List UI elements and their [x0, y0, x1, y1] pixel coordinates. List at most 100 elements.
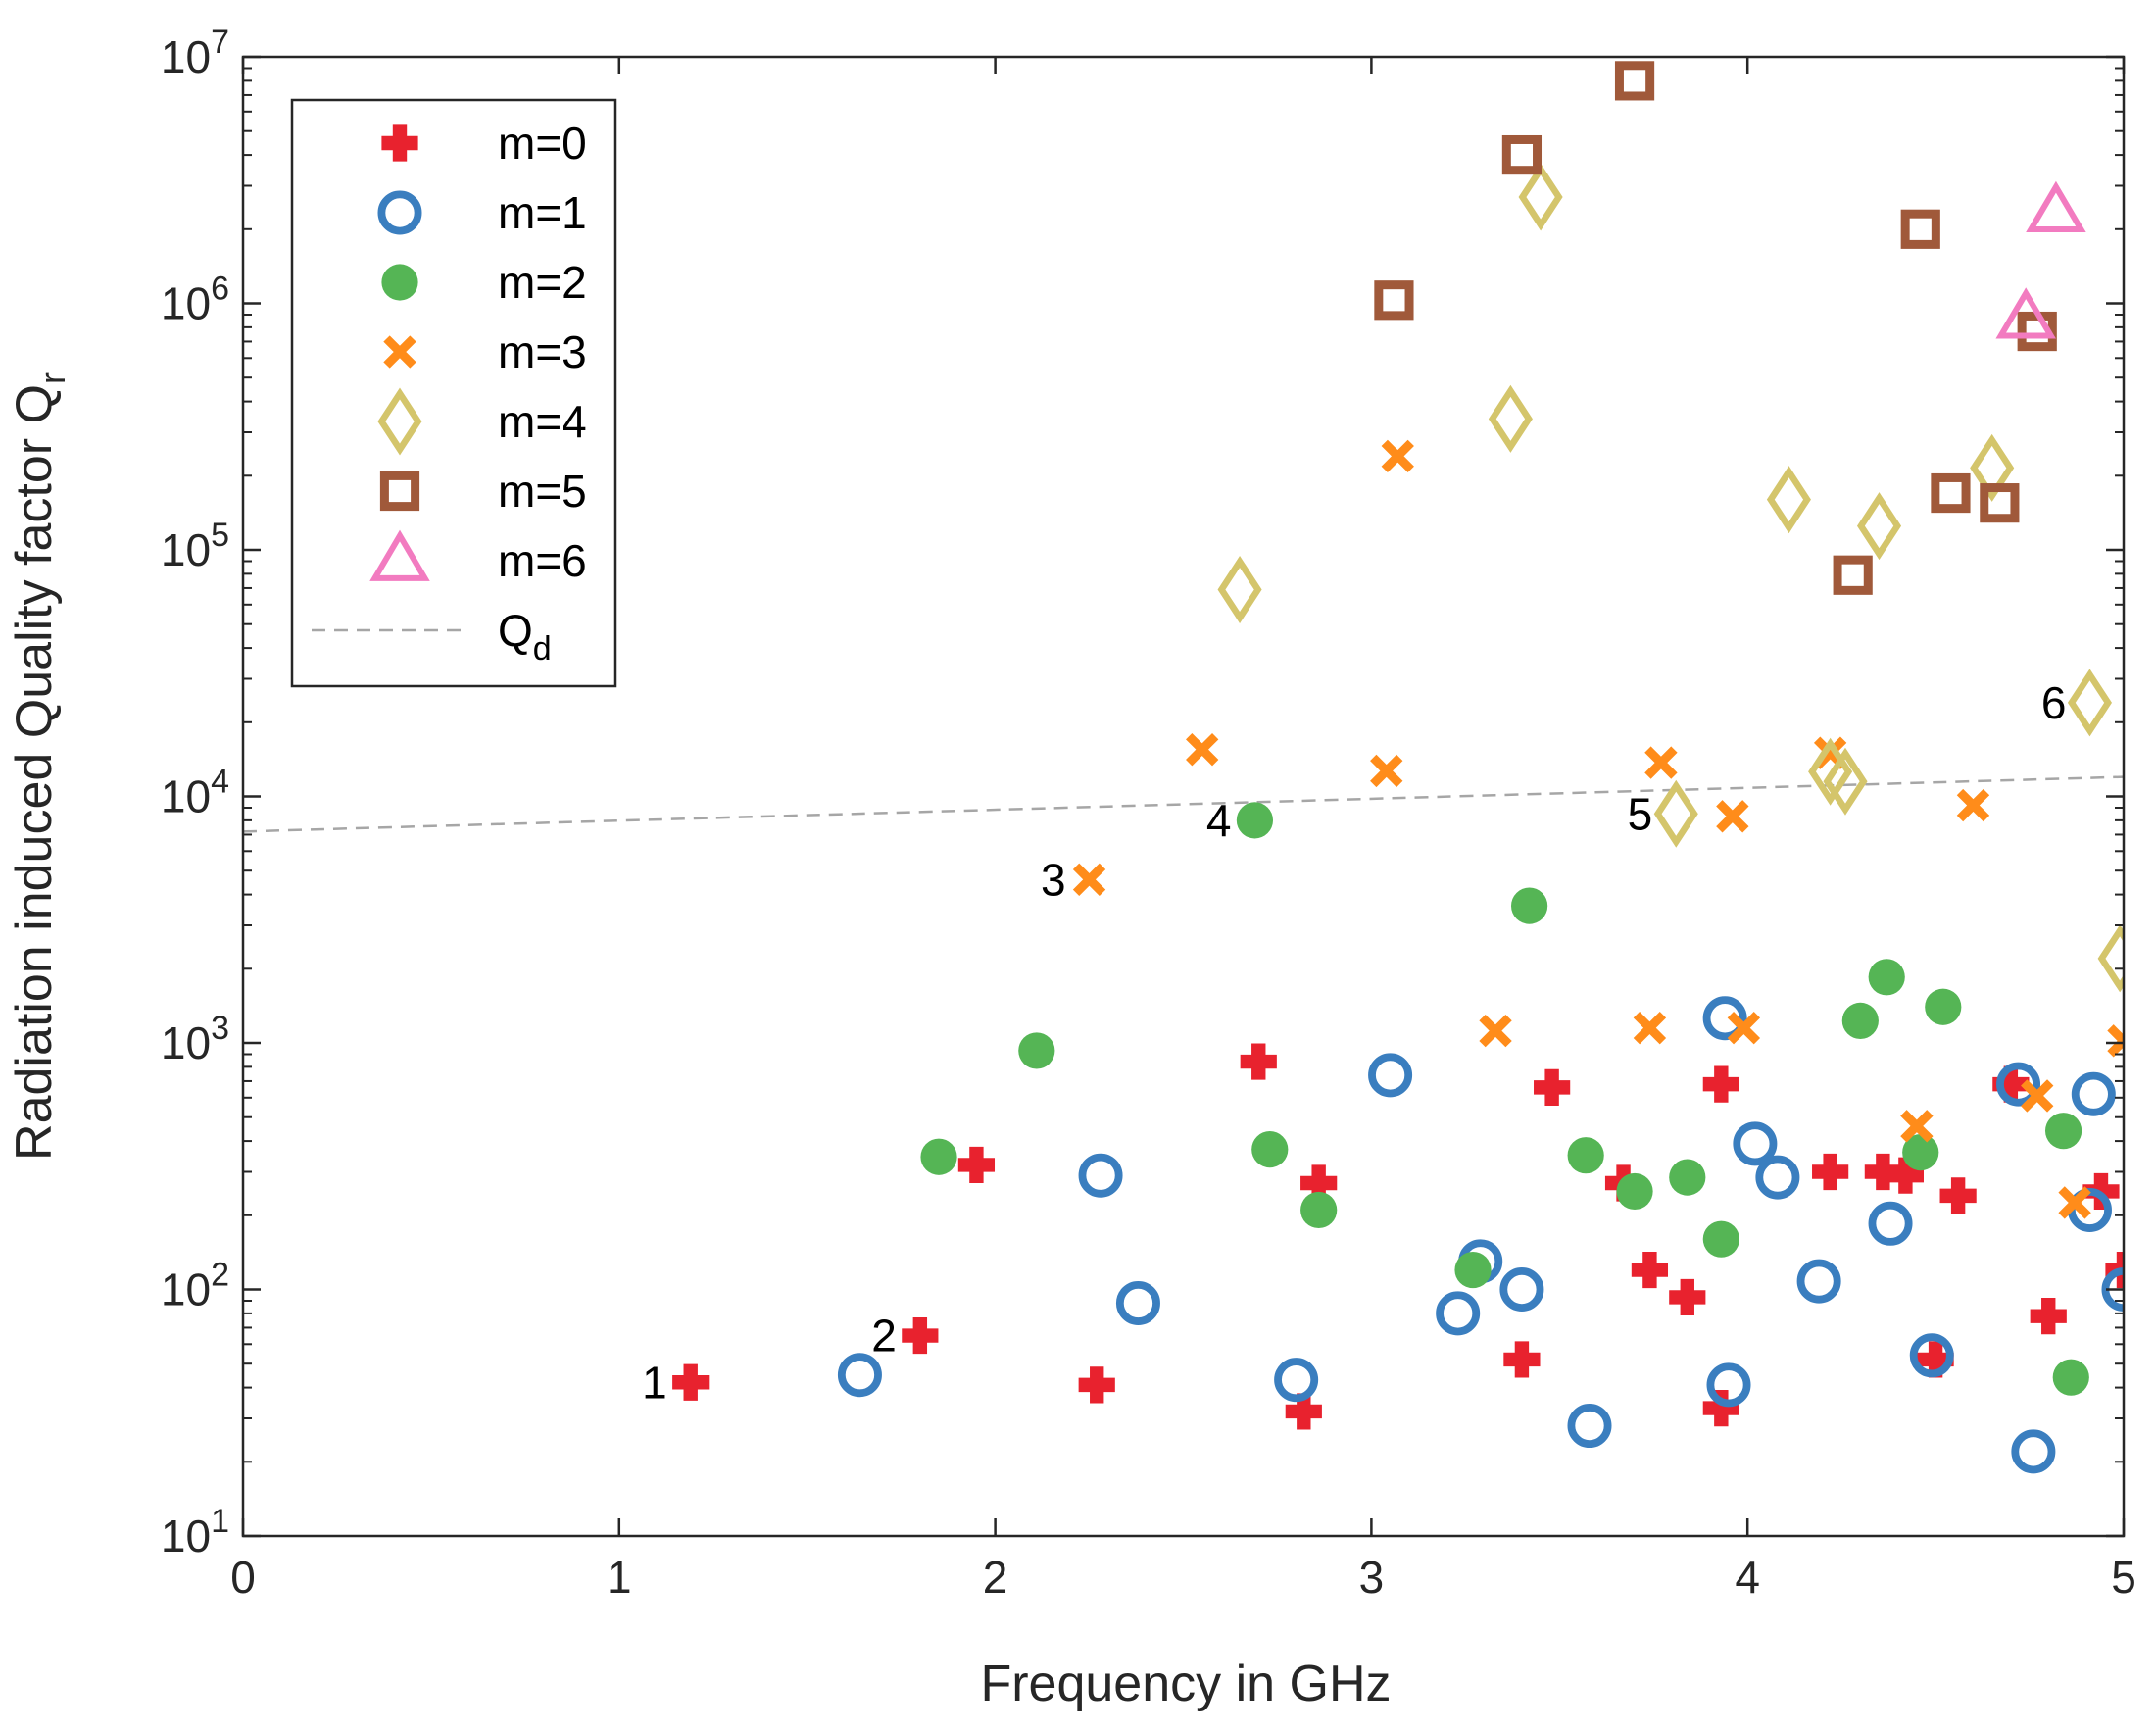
point-m0-10	[1631, 1251, 1669, 1289]
legend-label-m1: m=1	[498, 187, 587, 238]
point-m5-2	[1614, 61, 1655, 101]
point-m5-0	[1374, 280, 1414, 321]
point-m4-0	[1217, 555, 1262, 624]
point-m2-15	[2044, 1113, 2082, 1150]
point-m2-13	[1902, 1133, 1939, 1171]
y-tick-label-1e4: 104	[161, 764, 229, 822]
point-m1-10	[1706, 1362, 1751, 1408]
point-m2-1	[1018, 1032, 1055, 1069]
point-m3-4	[1479, 1014, 1512, 1048]
x-axis-label: Frequency in GHz	[980, 1656, 1391, 1712]
legend-label-m3: m=3	[498, 326, 587, 377]
point-m1-9	[1702, 996, 1747, 1041]
point-m0-17	[1917, 1341, 1954, 1378]
point-m1-15	[1909, 1333, 1954, 1378]
point-m0-6	[1300, 1164, 1338, 1202]
point-m3-10	[1900, 1110, 1934, 1143]
point-m2-12	[1868, 959, 1905, 996]
point-m2-5	[1454, 1251, 1492, 1289]
x-tick-label-2: 2	[983, 1552, 1008, 1603]
point-m1-13	[1796, 1259, 1841, 1304]
point-m0-19	[1992, 1065, 2030, 1103]
point-m1-14	[1868, 1201, 1913, 1246]
point-m5-5	[1931, 472, 1971, 514]
point-m3-3	[1381, 439, 1414, 473]
point-m4-1	[1488, 384, 1533, 453]
y-tick-exponent: 5	[211, 517, 229, 554]
point-m1-17	[2011, 1429, 2056, 1474]
point-m2-11	[1841, 1002, 1879, 1039]
series-m-4	[1217, 163, 2124, 993]
point-m1-12	[1755, 1155, 1800, 1200]
point-m3-12	[2021, 1079, 2054, 1113]
x-tick-label-1: 1	[607, 1552, 632, 1603]
y-tick-exponent: 2	[211, 1257, 229, 1294]
annotation-6: 6	[2041, 677, 2067, 728]
annotation-1: 1	[642, 1357, 667, 1408]
point-m3-8	[1727, 1012, 1761, 1045]
point-m4-7	[1856, 492, 1902, 561]
point-m2-10	[1702, 1220, 1740, 1258]
point-m4-2	[1518, 163, 1563, 231]
annotation-3: 3	[1041, 854, 1066, 905]
y-tick-label-1e2: 102	[161, 1257, 229, 1315]
point-m2-14	[1925, 988, 1962, 1025]
x-tick-label-3: 3	[1359, 1552, 1385, 1603]
point-m1-7	[1499, 1267, 1544, 1313]
series-m-5	[1374, 61, 2057, 595]
annotation-4: 4	[1206, 795, 1232, 846]
y-tick-label-1e1: 101	[161, 1503, 229, 1561]
legend-box	[290, 98, 617, 688]
point-m3-13	[2058, 1186, 2091, 1219]
point-m3-0	[1072, 863, 1106, 896]
point-m4-8	[1970, 433, 2015, 502]
legend-label-m6: m=6	[498, 535, 587, 586]
y-tick-base: 10	[161, 1511, 211, 1561]
point-m0-18	[1939, 1177, 1977, 1214]
legend-marker-m3	[383, 335, 416, 369]
point-m3-5	[1633, 1012, 1667, 1045]
y-tick-exponent: 6	[211, 271, 229, 308]
point-m2-3	[1251, 1130, 1289, 1168]
point-m4-10	[2097, 924, 2124, 993]
point-m1-16	[1996, 1062, 2041, 1107]
point-m4-9	[2067, 669, 2113, 737]
legend-label-m0: m=0	[498, 118, 587, 169]
series-m-0	[672, 1043, 2124, 1430]
legend-label-m2: m=2	[498, 257, 587, 308]
y-tick-exponent: 1	[211, 1503, 229, 1540]
point-m1-4	[1368, 1053, 1413, 1098]
point-m6-0	[1995, 287, 2056, 339]
legend-marker-m5	[379, 471, 420, 512]
legend-label-qd: Qd	[498, 605, 552, 668]
point-m2-16	[2052, 1359, 2089, 1396]
y-tick-label-1e3: 103	[161, 1010, 229, 1068]
point-m0-20	[2030, 1298, 2067, 1335]
point-m2-9	[1669, 1159, 1706, 1196]
point-m4-6	[1823, 747, 1868, 816]
point-m1-8	[1567, 1404, 1612, 1449]
legend-marker-m1	[377, 190, 422, 235]
point-m2-6	[1510, 887, 1548, 924]
y-tick-base: 10	[161, 1264, 211, 1315]
point-m2-0	[920, 1138, 957, 1175]
point-m2-2	[1236, 802, 1274, 839]
point-m5-1	[1501, 134, 1543, 175]
point-m0-2	[957, 1146, 996, 1184]
y-tick-label-1e6: 106	[161, 271, 229, 329]
annotation-2: 2	[871, 1311, 897, 1362]
legend-marker-m2	[381, 264, 418, 301]
legend-qd-main: Q	[498, 605, 533, 656]
point-m1-0	[837, 1353, 882, 1398]
point-m4-4	[1766, 466, 1811, 534]
legend: m=0 m=1 m=2 m=3 m=4 m=5 m=6 Qd	[290, 98, 617, 688]
y-axis-label-main: Radiation induced Quality factor Q	[6, 384, 63, 1161]
point-m5-6	[1980, 483, 2020, 523]
point-m1-3	[1274, 1358, 1319, 1403]
point-m0-3	[1078, 1366, 1115, 1404]
point-m0-5	[1285, 1393, 1322, 1430]
point-m0-0	[672, 1363, 710, 1401]
point-m5-3	[1833, 555, 1873, 595]
point-m2-7	[1567, 1137, 1604, 1174]
